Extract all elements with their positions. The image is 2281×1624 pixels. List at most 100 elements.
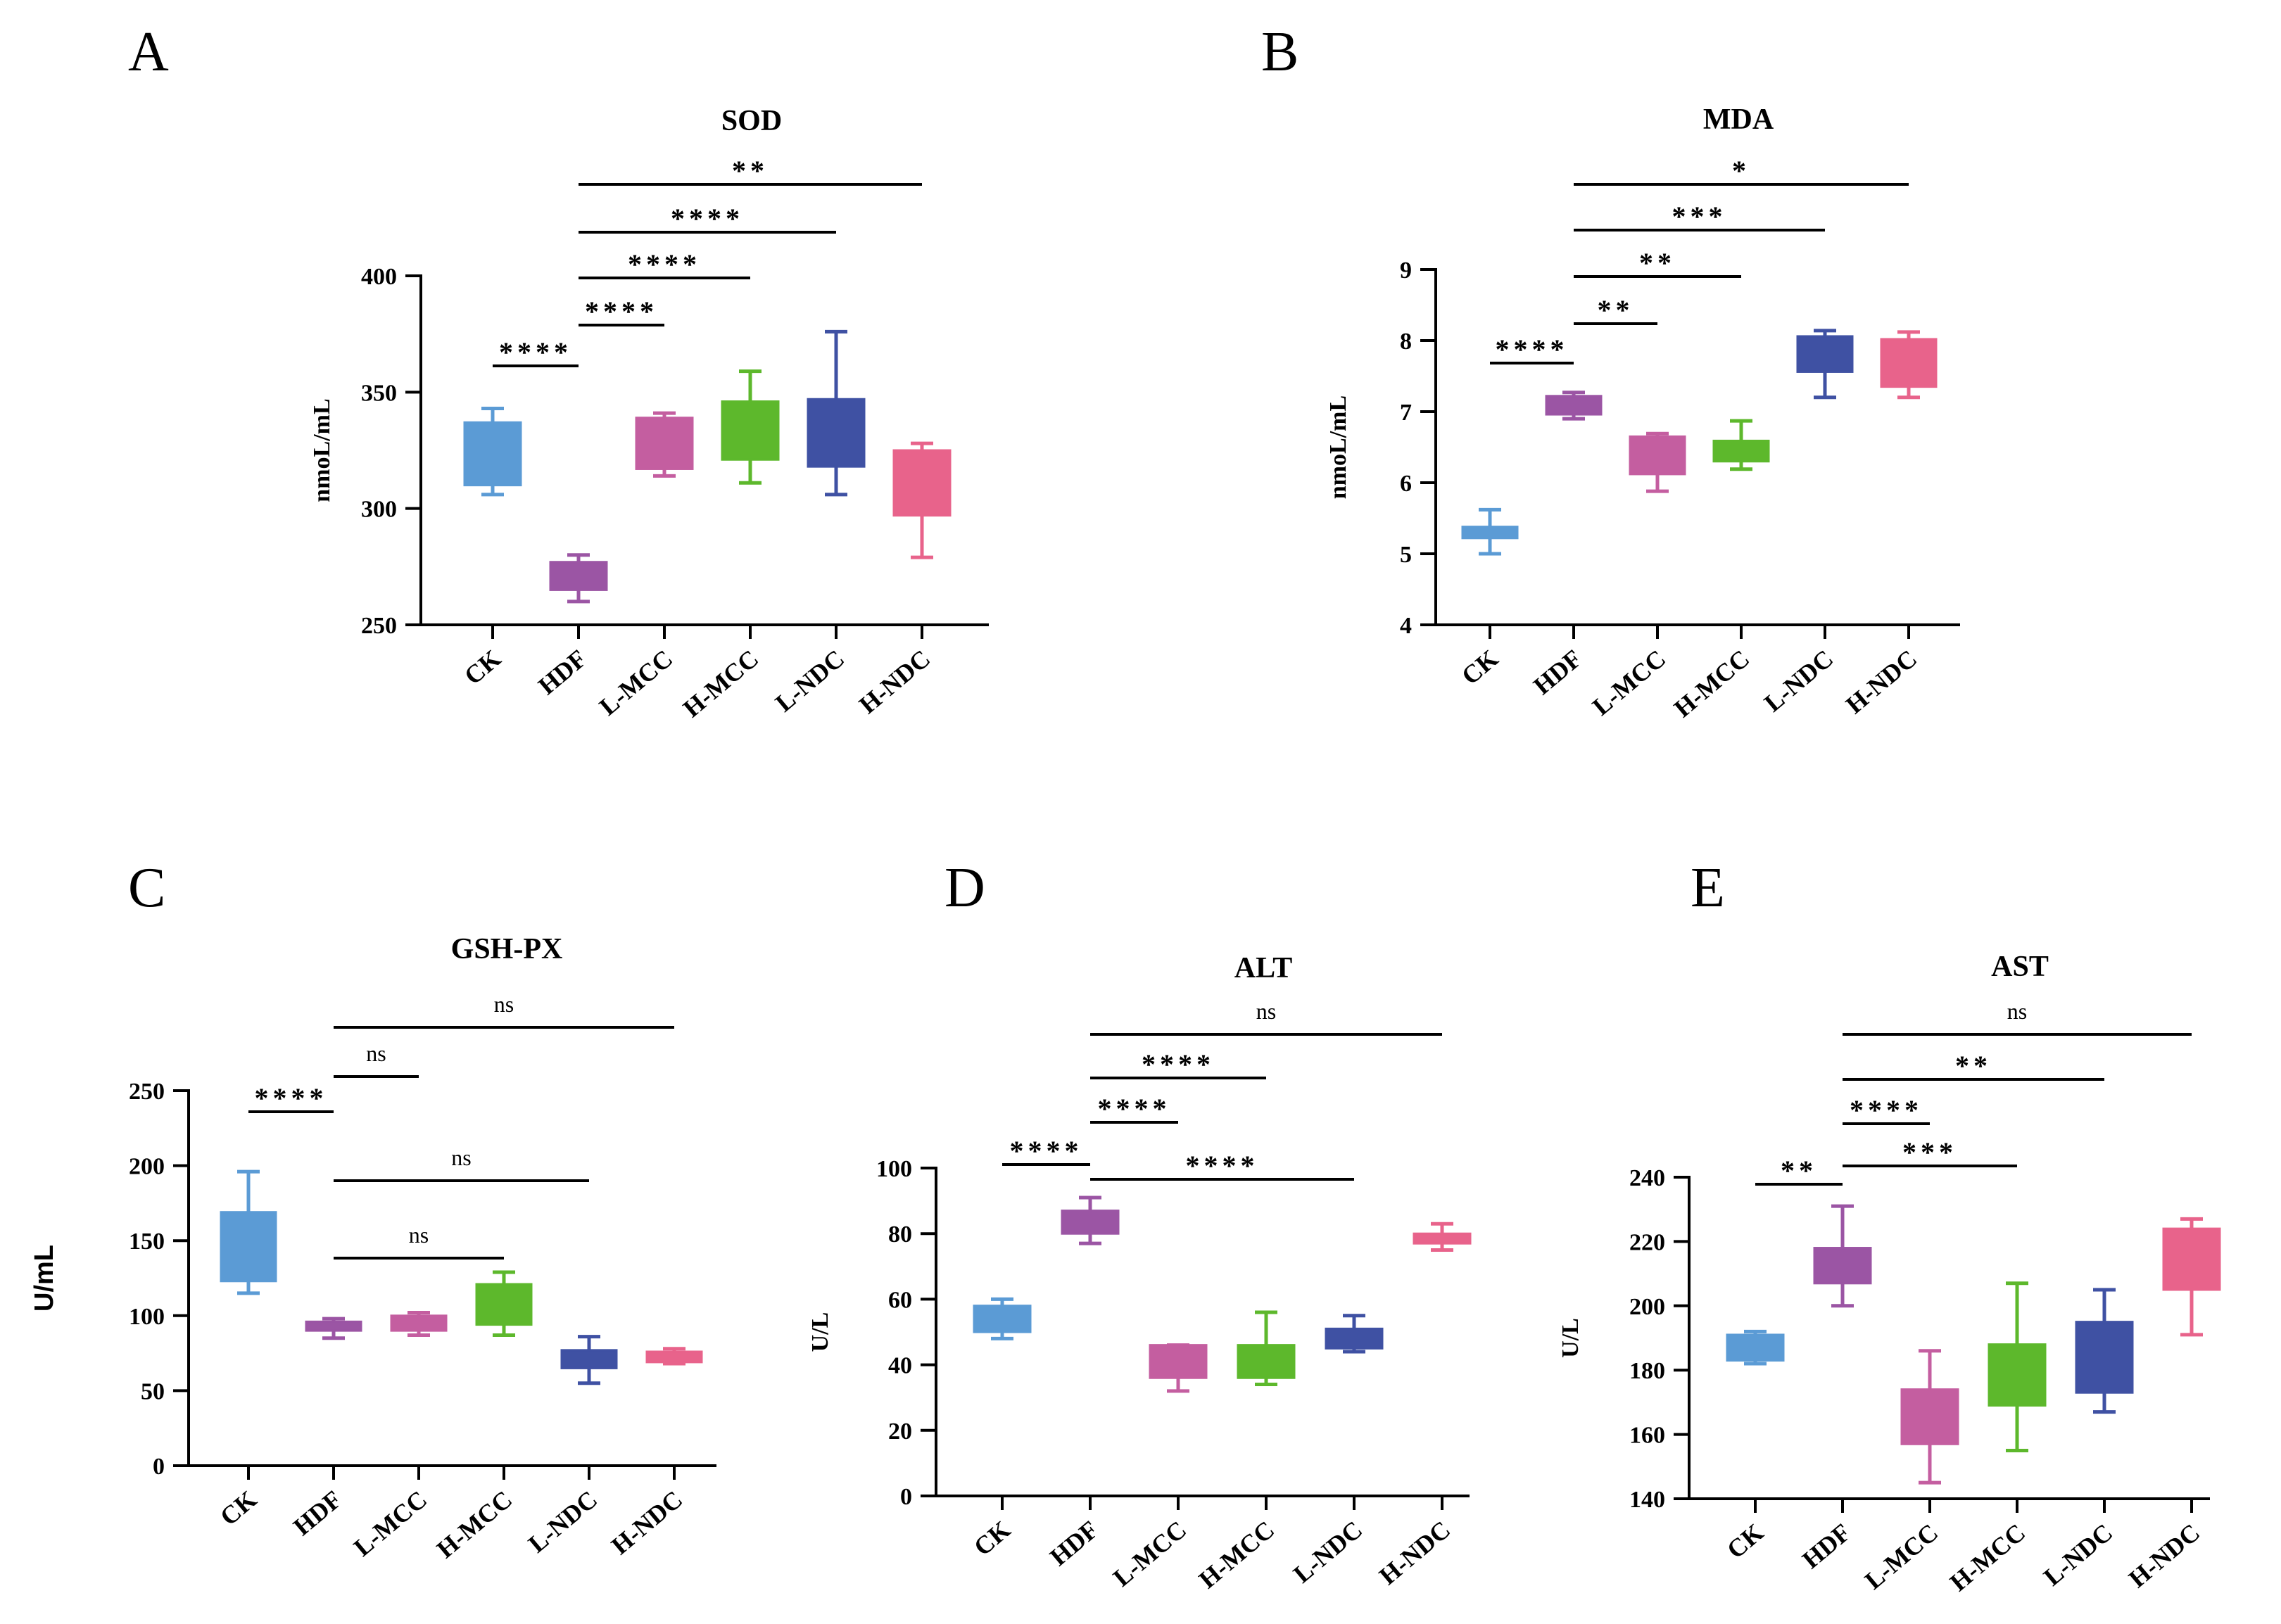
chart-title: GSH-PX: [451, 933, 563, 965]
box-body: [1629, 435, 1686, 476]
box-l-ndc: [560, 1335, 618, 1385]
y-axis-label: U/L: [1557, 1318, 1584, 1358]
y-tick-label: 40: [888, 1353, 912, 1379]
significance-label: ***: [1672, 201, 1727, 232]
box-ck: [1726, 1329, 1785, 1366]
box-hdf: [305, 1317, 362, 1340]
significance-label: **: [1955, 1050, 1992, 1081]
significance-label: ****: [255, 1082, 328, 1114]
panel-a: A SOD nmoL/mL 250 300 350 400 CK HDF L-MCC H-MCC L-…: [128, 21, 989, 723]
x-tick-label: H-NDC: [1374, 1515, 1455, 1590]
y-tick-label: 140: [1629, 1487, 1665, 1513]
y-tick-label: 200: [129, 1154, 165, 1180]
significance-label: ****: [628, 248, 701, 280]
significance-label: ****: [1142, 1048, 1215, 1080]
box-h-ndc: [2162, 1217, 2221, 1337]
box-hdf: [549, 553, 608, 604]
y-axis-label: U/L: [807, 1312, 833, 1352]
significance-label: ****: [1186, 1150, 1259, 1181]
x-tick-label: L-MCC: [594, 644, 678, 721]
significance-label: ****: [671, 203, 744, 234]
box-body: [645, 1350, 703, 1364]
x-tick-label: L-NDC: [1759, 644, 1838, 717]
y-tick-label: 240: [1629, 1165, 1665, 1191]
box-body: [220, 1211, 277, 1283]
panel-label: C: [128, 857, 165, 919]
y-tick-label: 0: [900, 1484, 912, 1510]
box-body: [1880, 338, 1938, 388]
box-l-mcc: [1900, 1349, 1959, 1485]
box-body: [1813, 1247, 1872, 1285]
box-ck: [220, 1169, 277, 1295]
box-h-mcc: [1988, 1281, 2047, 1452]
y-tick-label: 80: [888, 1222, 912, 1248]
y-tick-label: 100: [129, 1304, 165, 1330]
box-body: [1712, 439, 1770, 463]
x-tick-label: CK: [968, 1515, 1016, 1561]
y-tick-label: 60: [888, 1287, 912, 1313]
box-body: [1988, 1343, 2047, 1407]
y-tick-label: 300: [361, 497, 397, 523]
y-tick-label: 4: [1400, 613, 1412, 639]
y-tick-label: 180: [1629, 1358, 1665, 1384]
x-tick-label: H-MCC: [1669, 644, 1755, 723]
significance-label: ***: [1902, 1136, 1957, 1168]
box-l-ndc: [2075, 1288, 2134, 1414]
x-tick-label: L-NDC: [770, 644, 849, 717]
x-tick-label: L-NDC: [1288, 1515, 1367, 1588]
significance-label: **: [1781, 1155, 1817, 1186]
x-tick-label: H-NDC: [606, 1485, 688, 1559]
box-l-ndc: [1325, 1314, 1384, 1354]
box-body: [973, 1305, 1032, 1333]
y-tick-label: 6: [1400, 471, 1412, 497]
box-h-ndc: [1413, 1222, 1472, 1252]
significance-label: ns: [451, 1145, 471, 1170]
box-h-mcc: [1237, 1310, 1296, 1387]
x-tick-label: H-NDC: [1840, 644, 1922, 718]
box-body: [1149, 1344, 1208, 1379]
box-body: [635, 417, 694, 470]
y-tick-label: 350: [361, 380, 397, 406]
x-tick-label: H-MCC: [1945, 1518, 2030, 1597]
box-body: [1061, 1210, 1120, 1235]
box-ck: [463, 406, 522, 497]
box-l-mcc: [635, 411, 694, 478]
significance-label: ****: [1850, 1094, 1923, 1126]
y-tick-label: 7: [1400, 400, 1412, 426]
box-l-ndc: [1796, 329, 1854, 400]
x-tick-label: L-NDC: [523, 1485, 602, 1558]
x-tick-label: L-NDC: [2038, 1518, 2118, 1591]
y-tick-label: 9: [1400, 258, 1412, 284]
significance-label: ****: [1496, 334, 1569, 365]
box-body: [1726, 1333, 1785, 1362]
box-body: [390, 1314, 448, 1332]
x-tick-label: CK: [215, 1485, 262, 1530]
significance-label: ns: [494, 991, 514, 1017]
box-body: [463, 421, 522, 487]
box-hdf: [1061, 1195, 1120, 1245]
box-h-mcc: [475, 1270, 533, 1338]
significance-label: ****: [585, 296, 658, 327]
x-tick-label: H-NDC: [854, 644, 935, 718]
box-h-mcc: [1712, 419, 1770, 471]
y-tick-label: 100: [876, 1156, 912, 1182]
box-l-mcc: [1149, 1343, 1208, 1393]
box-body: [721, 400, 780, 461]
significance-label: ns: [2007, 998, 2027, 1024]
x-tick-label: HDF: [288, 1485, 347, 1540]
x-tick-label: CK: [1456, 644, 1503, 690]
box-body: [549, 561, 608, 591]
y-tick-label: 8: [1400, 329, 1412, 355]
panel-d: D ALT U/L 0 20 40 60 80 100 CK HDF L-MCC H-MCC L-NDC H…: [807, 857, 1472, 1594]
y-axis-label: nmoL/mL: [1325, 395, 1351, 499]
significance-label: **: [732, 155, 769, 186]
panel-c: C GSH-PX U/mL 0 50 100 150 200 250 CK HDF L-MCCH-MC…: [30, 857, 716, 1563]
box-body: [305, 1320, 362, 1332]
significance-label: ns: [1256, 998, 1276, 1024]
panel-label: A: [128, 21, 169, 83]
x-tick-label: L-MCC: [348, 1485, 432, 1561]
y-tick-label: 250: [129, 1079, 165, 1105]
box-l-ndc: [807, 329, 866, 497]
